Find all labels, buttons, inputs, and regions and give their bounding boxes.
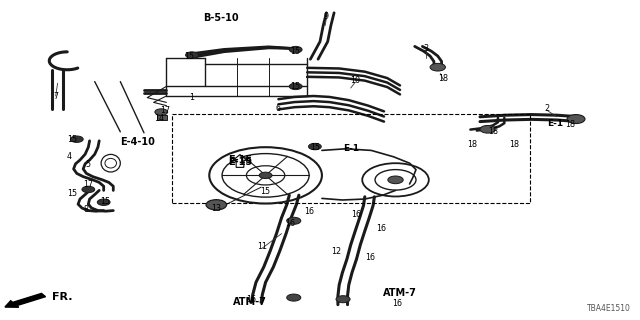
FancyArrow shape xyxy=(233,155,247,167)
Text: 2: 2 xyxy=(545,104,550,113)
Circle shape xyxy=(155,109,168,115)
Circle shape xyxy=(308,143,321,150)
Text: 18: 18 xyxy=(467,140,477,149)
Circle shape xyxy=(567,115,585,124)
Text: 3: 3 xyxy=(423,44,428,53)
Text: 14: 14 xyxy=(154,114,164,123)
Bar xyxy=(172,114,530,203)
Bar xyxy=(157,115,167,120)
Text: 15: 15 xyxy=(310,143,320,152)
Circle shape xyxy=(480,125,495,133)
Text: 16: 16 xyxy=(285,219,295,228)
Circle shape xyxy=(206,200,227,210)
Text: 6: 6 xyxy=(275,104,280,113)
Circle shape xyxy=(336,296,350,303)
Text: 18: 18 xyxy=(438,74,449,83)
Text: 18: 18 xyxy=(565,120,575,129)
Circle shape xyxy=(82,186,95,193)
Text: 16: 16 xyxy=(376,224,386,233)
Text: ATM-7: ATM-7 xyxy=(383,288,417,298)
Text: 11: 11 xyxy=(257,242,268,251)
Text: 12: 12 xyxy=(331,247,341,256)
Text: B-5-10: B-5-10 xyxy=(203,12,239,23)
Text: 7: 7 xyxy=(53,92,58,100)
Text: 16: 16 xyxy=(365,253,375,262)
Circle shape xyxy=(259,172,272,179)
Text: 17: 17 xyxy=(83,180,93,188)
Text: 18: 18 xyxy=(509,140,519,149)
Text: 17: 17 xyxy=(160,106,170,115)
Text: 16: 16 xyxy=(392,299,402,308)
Text: 9: 9 xyxy=(324,12,329,20)
Text: 10: 10 xyxy=(350,76,360,85)
Text: 16: 16 xyxy=(246,295,257,304)
Text: 16: 16 xyxy=(351,210,361,219)
Text: E-15: E-15 xyxy=(228,155,252,165)
Circle shape xyxy=(430,63,445,71)
Circle shape xyxy=(97,199,110,205)
Text: 16: 16 xyxy=(304,207,314,216)
Text: E-15: E-15 xyxy=(228,156,252,167)
Text: E-1: E-1 xyxy=(342,144,359,153)
Circle shape xyxy=(70,136,83,142)
FancyArrow shape xyxy=(5,293,45,307)
Text: 15: 15 xyxy=(291,82,301,91)
Text: E-1: E-1 xyxy=(547,119,564,128)
Circle shape xyxy=(287,294,301,301)
Text: 13: 13 xyxy=(211,204,221,212)
Text: 8: 8 xyxy=(84,205,89,214)
Text: TBA4E1510: TBA4E1510 xyxy=(586,304,630,313)
Text: 5: 5 xyxy=(86,160,91,169)
Text: 15: 15 xyxy=(67,189,77,198)
Circle shape xyxy=(287,217,301,224)
Text: 15: 15 xyxy=(184,52,194,60)
Text: 15: 15 xyxy=(100,197,111,206)
Text: ATM-7: ATM-7 xyxy=(233,297,266,308)
Text: 15: 15 xyxy=(291,47,301,56)
Text: FR.: FR. xyxy=(52,292,73,302)
Text: 15: 15 xyxy=(260,188,271,196)
Circle shape xyxy=(289,46,302,53)
Circle shape xyxy=(388,176,403,184)
Text: 4: 4 xyxy=(67,152,72,161)
Circle shape xyxy=(289,83,302,90)
Text: 15: 15 xyxy=(67,135,77,144)
Text: 1: 1 xyxy=(189,93,195,102)
Text: E-4-10: E-4-10 xyxy=(120,137,155,148)
Text: 18: 18 xyxy=(488,127,498,136)
Circle shape xyxy=(186,52,198,58)
